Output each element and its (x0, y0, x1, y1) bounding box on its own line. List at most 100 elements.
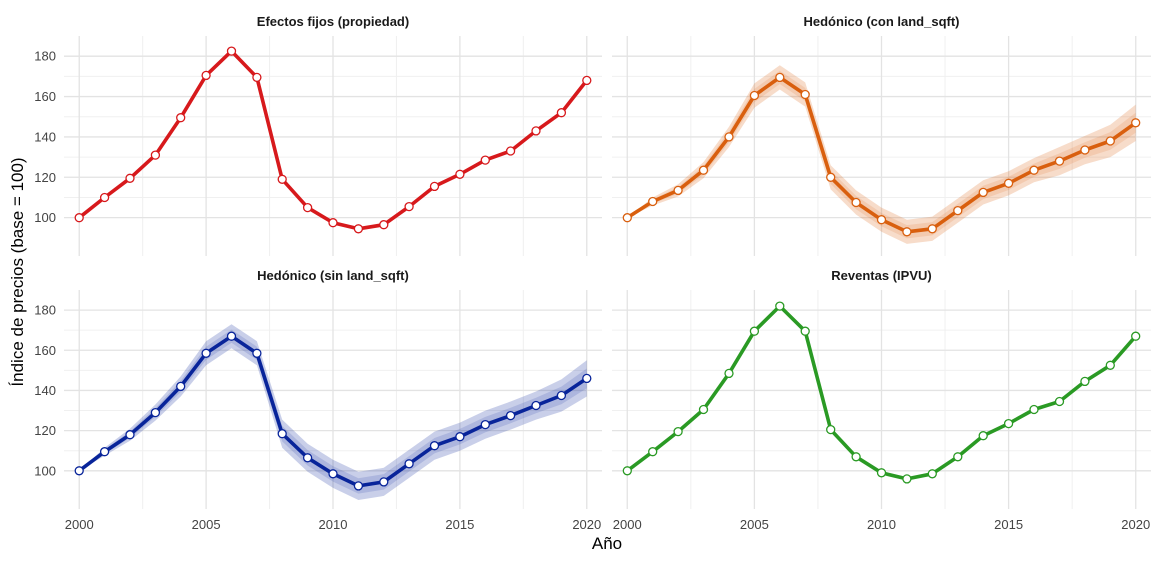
data-point (1131, 331, 1141, 341)
data-point (150, 407, 161, 418)
data-point (902, 474, 912, 484)
data-point (429, 441, 440, 451)
data-point (1105, 136, 1115, 146)
data-point (724, 368, 734, 379)
data-point (277, 429, 287, 439)
data-point (902, 227, 912, 237)
data-point (252, 348, 262, 358)
panel-1: Efectos fijos (propiedad) 100 120 140 160 180 (34, 14, 602, 256)
data-point (252, 72, 262, 83)
data-point (1131, 118, 1141, 128)
x-tick-label: 2000 (613, 517, 642, 532)
data-point (622, 466, 632, 476)
data-point (927, 224, 937, 234)
panel-title: Efectos fijos (propiedad) (257, 14, 409, 29)
data-point (673, 185, 683, 196)
y-tick-label: 160 (34, 89, 56, 104)
data-point (455, 432, 465, 442)
data-point (800, 326, 810, 336)
data-point (978, 187, 988, 198)
data-point (226, 46, 237, 56)
data-point (226, 331, 237, 341)
data-point (698, 404, 709, 415)
data-point (826, 424, 836, 435)
panel-title: Hedónico (sin land_sqft) (257, 268, 409, 283)
data-point (505, 146, 516, 156)
data-point (775, 301, 785, 311)
y-tick-label: 100 (34, 210, 56, 225)
data-point (302, 202, 313, 213)
panel-3: Hedónico (sin land_sqft) 100 120 140 160 180 2… (34, 268, 602, 532)
data-point (99, 447, 110, 457)
x-tick-label: 2000 (65, 517, 94, 532)
panel-2: Hedónico (con land_sqft) (612, 14, 1151, 256)
data-point (201, 70, 211, 81)
x-axis-title: Año (592, 534, 622, 553)
panel-title: Hedónico (con land_sqft) (804, 14, 960, 29)
data-point (74, 466, 84, 476)
data-point (622, 213, 632, 223)
data-point (74, 213, 84, 223)
panel-title: Reventas (IPVU) (831, 268, 931, 283)
data-point (353, 224, 364, 234)
y-tick-label: 140 (34, 383, 56, 398)
y-axis-title: Índice de precios (base = 100) (8, 157, 27, 386)
x-tick-label: 2010 (867, 517, 896, 532)
data-point (353, 481, 364, 491)
data-point (505, 410, 516, 421)
data-point (125, 173, 135, 183)
data-point (876, 468, 887, 478)
y-tick-label: 120 (34, 170, 56, 185)
x-tick-label: 2015 (445, 517, 474, 532)
data-point (1054, 156, 1065, 166)
data-point (531, 400, 541, 411)
data-point (851, 452, 861, 462)
confidence-band (79, 324, 587, 500)
panel-4: Reventas (IPVU) 2000 2005 2010 2015 2020 (612, 268, 1151, 532)
data-point (277, 174, 287, 184)
data-point (125, 430, 135, 440)
data-point (1080, 145, 1090, 155)
data-point (201, 348, 211, 358)
data-point (1029, 165, 1039, 175)
data-point (556, 108, 567, 118)
data-point (749, 326, 760, 336)
x-tick-label: 2015 (994, 517, 1023, 532)
x-tick-label: 2020 (1121, 517, 1150, 532)
data-point (673, 426, 683, 437)
data-point (698, 165, 709, 175)
x-tick-label: 2010 (319, 517, 348, 532)
y-tick-label: 180 (34, 303, 56, 318)
data-point (99, 192, 110, 203)
data-point (800, 89, 810, 100)
confidence-band (627, 65, 1136, 244)
data-point (176, 381, 186, 392)
y-tick-label: 180 (34, 49, 56, 64)
data-point (1054, 396, 1065, 407)
data-point (404, 459, 414, 469)
data-point (851, 197, 861, 208)
x-tick-label: 2020 (572, 517, 601, 532)
data-point (775, 72, 785, 83)
data-point (379, 477, 389, 487)
data-point (876, 215, 887, 225)
y-tick-label: 100 (34, 463, 56, 478)
data-point (1105, 360, 1115, 370)
data-point (176, 113, 186, 123)
y-tick-label: 140 (34, 129, 56, 144)
data-point (379, 220, 389, 230)
data-point (648, 196, 658, 207)
data-point (531, 126, 541, 136)
y-tick-label: 160 (34, 343, 56, 358)
data-point (480, 155, 490, 165)
data-point (328, 469, 338, 479)
data-point (1003, 418, 1014, 429)
data-point (328, 218, 338, 228)
data-point (582, 373, 592, 384)
x-tick-label: 2005 (740, 517, 769, 532)
y-tick-label: 120 (34, 423, 56, 438)
data-point (749, 90, 760, 101)
data-point (648, 447, 658, 457)
data-point (1080, 376, 1090, 387)
